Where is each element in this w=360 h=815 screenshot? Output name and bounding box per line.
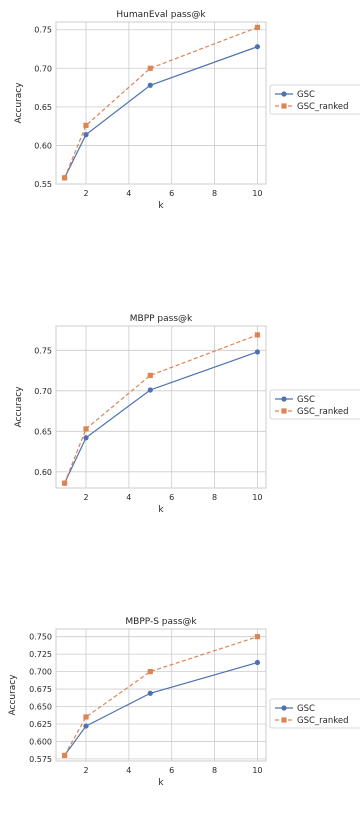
data-point-gsc_ranked [61, 752, 68, 759]
data-point-gsc_ranked [254, 332, 261, 338]
x-tick-label: 2 [83, 189, 88, 198]
y-tick-label: 0.700 [29, 668, 52, 677]
x-tick-label: 4 [126, 766, 131, 775]
plot-frame [55, 21, 267, 185]
y-tick-label: 0.675 [29, 685, 52, 694]
chart-title: MBPP-S pass@k [125, 617, 197, 627]
y-axis-label: Accuracy [14, 82, 24, 124]
legend-label: GSC [297, 704, 315, 714]
x-tick-label: 6 [169, 189, 174, 198]
x-tick-label: 4 [126, 189, 131, 198]
legend-label: GSC_ranked [297, 716, 349, 726]
x-tick-label: 10 [252, 493, 262, 502]
series-line-gsc_ranked [64, 26, 258, 179]
legend-swatch-marker [281, 705, 287, 711]
x-axis-label: k [158, 201, 164, 211]
x-tick-label: 2 [83, 766, 88, 775]
y-tick-label: 0.600 [29, 737, 52, 746]
y-tick-label: 0.55 [34, 180, 52, 189]
data-point-gsc_ranked [147, 669, 153, 675]
chart-1: 2 4 6 8 10 0.55 0.60 0.65 0.70 0.75 HumanEval pass… [14, 10, 360, 211]
y-tick-label: 0.650 [29, 703, 52, 712]
data-point-gsc [83, 132, 89, 138]
chart-title: HumanEval pass@k [116, 10, 206, 20]
data-point-gsc [147, 387, 153, 393]
series-line-gsc_ranked [64, 636, 258, 756]
series-line-gsc [64, 661, 258, 756]
legend-box [269, 389, 360, 420]
legend-swatch-marker [281, 408, 287, 414]
plot-frame [55, 325, 267, 489]
data-point-gsc [147, 82, 153, 88]
data-point-gsc_ranked [254, 634, 261, 640]
x-tick-label: 8 [212, 189, 217, 198]
data-point-gsc_ranked [61, 480, 68, 486]
legend-label: GSC [297, 90, 315, 100]
y-tick-label: 0.60 [34, 141, 52, 150]
legend: GSC GSC_ranked [269, 389, 360, 420]
legend-box [269, 84, 360, 115]
y-tick-label: 0.65 [34, 103, 52, 112]
x-tick-label: 10 [252, 766, 262, 775]
data-point-gsc [254, 349, 261, 355]
data-point-gsc_ranked [83, 426, 89, 432]
legend-swatch-marker [281, 717, 287, 723]
data-point-gsc_ranked [147, 372, 153, 379]
series-line-gsc [64, 46, 258, 179]
y-tick-label: 0.70 [34, 387, 52, 396]
data-point-gsc_ranked [83, 122, 89, 128]
y-tick-label: 0.70 [34, 64, 52, 73]
y-tick-label: 0.65 [34, 427, 52, 436]
data-point-gsc [254, 659, 261, 666]
legend-swatch-marker [281, 91, 287, 97]
y-tick-label: 0.75 [34, 346, 52, 355]
legend-swatch-marker [281, 103, 287, 109]
data-point-gsc [83, 435, 89, 441]
legend: GSC GSC_ranked [269, 84, 360, 115]
x-tick-label: 10 [252, 189, 262, 198]
data-point-gsc [147, 690, 153, 696]
x-tick-label: 8 [212, 493, 217, 502]
x-tick-label: 8 [212, 766, 217, 775]
y-tick-label: 0.750 [29, 633, 52, 642]
y-tick-label: 0.575 [29, 755, 52, 764]
plot-frame [55, 628, 267, 762]
data-point-gsc_ranked [147, 65, 153, 71]
series-line-gsc_ranked [64, 334, 258, 484]
chart-title: MBPP pass@k [130, 314, 193, 324]
y-tick-label: 0.75 [34, 26, 52, 35]
x-tick-label: 6 [169, 766, 174, 775]
series-line-gsc [64, 351, 258, 484]
data-point-gsc_ranked [254, 24, 261, 30]
data-point-gsc_ranked [61, 175, 68, 181]
chart-3: 2 4 6 8 10 0.575 0.600 0.625 0.650 0.675 0.700 0.72… [8, 617, 360, 788]
legend-label: GSC_ranked [297, 407, 349, 417]
x-tick-label: 4 [126, 493, 131, 502]
x-axis-label: k [158, 778, 164, 788]
y-tick-label: 0.725 [29, 650, 52, 659]
x-axis-label: k [158, 505, 164, 515]
y-axis-label: Accuracy [8, 674, 18, 716]
legend-label: GSC_ranked [297, 102, 349, 112]
legend-swatch-marker [281, 396, 287, 402]
y-tick-label: 0.60 [34, 468, 52, 477]
legend-label: GSC [297, 395, 315, 405]
data-point-gsc [83, 723, 89, 729]
legend-box [269, 698, 360, 729]
y-axis-label: Accuracy [14, 386, 24, 428]
y-tick-label: 0.625 [29, 720, 52, 729]
x-tick-label: 2 [83, 493, 88, 502]
data-point-gsc_ranked [83, 714, 89, 720]
data-point-gsc [254, 44, 261, 50]
legend: GSC GSC_ranked [269, 698, 360, 729]
x-tick-label: 6 [169, 493, 174, 502]
chart-2: 2 4 6 8 10 0.60 0.65 0.70 0.75 MBPP pass@k k Accura… [14, 314, 360, 515]
